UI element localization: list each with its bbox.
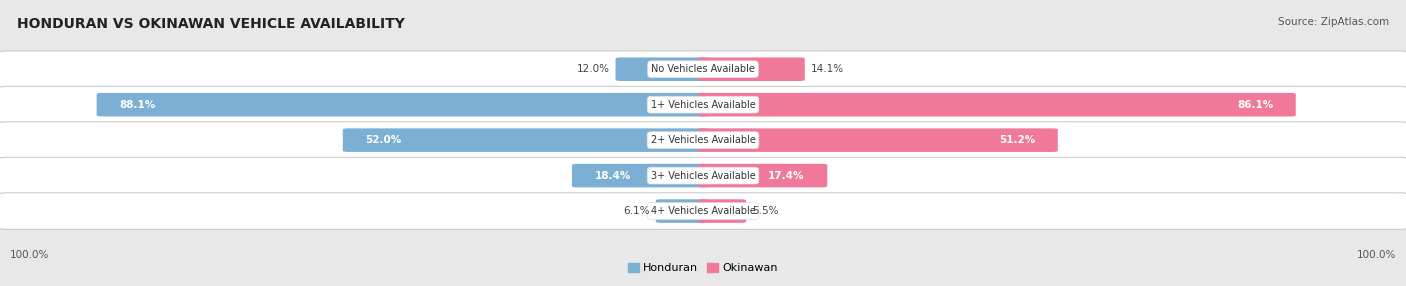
FancyBboxPatch shape xyxy=(697,164,827,187)
Text: 12.0%: 12.0% xyxy=(576,64,610,74)
FancyBboxPatch shape xyxy=(697,199,747,223)
Text: 14.1%: 14.1% xyxy=(810,64,844,74)
FancyBboxPatch shape xyxy=(0,157,1406,194)
Text: 4+ Vehicles Available: 4+ Vehicles Available xyxy=(651,206,755,216)
FancyBboxPatch shape xyxy=(343,128,709,152)
Text: 100.0%: 100.0% xyxy=(10,250,49,259)
Text: 52.0%: 52.0% xyxy=(366,135,402,145)
FancyBboxPatch shape xyxy=(0,122,1406,158)
Text: 1+ Vehicles Available: 1+ Vehicles Available xyxy=(651,100,755,110)
FancyBboxPatch shape xyxy=(616,57,709,81)
Text: 51.2%: 51.2% xyxy=(1000,135,1035,145)
Text: 100.0%: 100.0% xyxy=(1357,250,1396,259)
Text: 3+ Vehicles Available: 3+ Vehicles Available xyxy=(651,171,755,180)
Legend: Honduran, Okinawan: Honduran, Okinawan xyxy=(623,259,783,278)
FancyBboxPatch shape xyxy=(655,199,709,223)
Text: 18.4%: 18.4% xyxy=(595,171,631,180)
FancyBboxPatch shape xyxy=(0,193,1406,229)
FancyBboxPatch shape xyxy=(697,93,1296,116)
Text: HONDURAN VS OKINAWAN VEHICLE AVAILABILITY: HONDURAN VS OKINAWAN VEHICLE AVAILABILIT… xyxy=(17,17,405,31)
FancyBboxPatch shape xyxy=(697,57,804,81)
FancyBboxPatch shape xyxy=(697,128,1057,152)
Text: 5.5%: 5.5% xyxy=(752,206,779,216)
Text: 86.1%: 86.1% xyxy=(1237,100,1274,110)
Text: No Vehicles Available: No Vehicles Available xyxy=(651,64,755,74)
Text: 17.4%: 17.4% xyxy=(768,171,804,180)
Text: 6.1%: 6.1% xyxy=(624,206,650,216)
Text: 2+ Vehicles Available: 2+ Vehicles Available xyxy=(651,135,755,145)
FancyBboxPatch shape xyxy=(0,51,1406,88)
FancyBboxPatch shape xyxy=(97,93,709,116)
FancyBboxPatch shape xyxy=(0,86,1406,123)
Text: 88.1%: 88.1% xyxy=(120,100,155,110)
Text: Source: ZipAtlas.com: Source: ZipAtlas.com xyxy=(1278,17,1389,27)
FancyBboxPatch shape xyxy=(572,164,709,187)
